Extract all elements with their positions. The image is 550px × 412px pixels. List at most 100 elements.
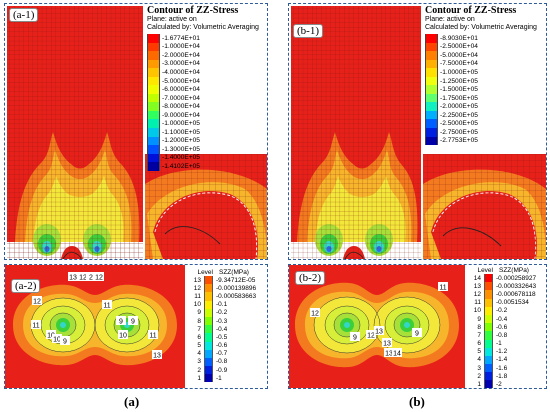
legend-row: -7.5000E+04 (425, 59, 537, 69)
level-value: -0.8 (496, 331, 508, 339)
stress-legend-b1: Contour of ZZ-Stress Plane: active on Ca… (425, 5, 537, 146)
level-value: -1.2 (496, 348, 508, 356)
level-value: -0.9 (216, 366, 228, 374)
panel-b2: (b-2) 12 9 12 13 13 9 13 14 11 Level SZZ(MPa) 14… (288, 264, 547, 389)
contour-label-bg (148, 330, 158, 339)
legend-value: -2.5000E+04 (440, 43, 478, 51)
level-number: 6 (197, 333, 201, 341)
level-number: 12 (473, 290, 481, 298)
legend-swatch (147, 76, 160, 86)
contour-label: 9 (131, 319, 135, 326)
stress-legend-a1: Contour of ZZ-Stress Plane: active on Ca… (147, 5, 259, 171)
legend-value: -8.9030E+01 (440, 34, 478, 42)
contour-label-bg (46, 330, 56, 339)
legend-row: -5.0000E+04 (147, 76, 259, 86)
level-swatch (204, 308, 213, 317)
panel-a1-tag: (a-1) (9, 8, 39, 22)
contour-label-bg (392, 348, 402, 357)
level-value: -9.34712E-05 (216, 276, 256, 284)
level-number: 2 (197, 366, 201, 374)
level-swatch (484, 306, 493, 315)
level-value: -0.000583663 (216, 292, 257, 300)
legend-row: -2.0000E+05 (425, 102, 537, 111)
legend-row: -5.0000E+04 (425, 51, 537, 60)
level-value: -0.2 (496, 307, 508, 315)
level-legend-a2: Level SZZ(MPa) 13 -9.34712E-05 12 -0.000139… (187, 269, 257, 383)
legend-swatch (147, 42, 160, 52)
legend-row: -1.6774E+01 (147, 34, 259, 43)
level-value: -0.3 (216, 317, 228, 325)
contour-label: 9 (119, 319, 123, 326)
contour-label-bg (310, 308, 320, 317)
level-number: 14 (473, 274, 481, 282)
caption-a: (a) (124, 394, 140, 409)
contour-label: 11 (103, 303, 110, 310)
stress-contour-plot-b1 (291, 6, 546, 259)
contour-label: 13 (375, 329, 383, 336)
level-number: 5 (197, 342, 201, 350)
level-swatch (204, 374, 213, 383)
level-row: 12 -0.000678118 (467, 290, 536, 299)
level-value: -1.8 (496, 372, 508, 380)
level-value: -0.5 (216, 333, 228, 341)
legend-row: -1.7500E+05 (425, 93, 537, 103)
level-number: 2 (477, 372, 481, 380)
level-number: 4 (197, 350, 201, 358)
contour-label: 11 (149, 333, 156, 340)
legend-value: -8.0000E+04 (162, 103, 200, 111)
level-swatch (484, 347, 493, 356)
legend-value: -5.0000E+04 (440, 51, 478, 59)
legend-swatch (147, 145, 160, 154)
legend-row: -1.3000E+05 (147, 145, 259, 154)
level-header-b2: Level (477, 267, 493, 274)
caption-b: (b) (409, 394, 425, 409)
legend-subtitle-b1: Plane: active on (425, 16, 475, 23)
level-swatch (484, 282, 493, 291)
contour-label: 13 (153, 353, 161, 360)
level-value: -0.000139896 (216, 284, 257, 292)
legend-swatch (425, 128, 438, 137)
legend-value: -1.1000E+05 (162, 128, 200, 136)
level-value: -0.000258927 (496, 274, 537, 282)
level-row: 7 -0.4 (187, 325, 256, 334)
legend-value: -4.0000E+04 (162, 68, 200, 76)
contour-label: 13 (385, 351, 393, 358)
panel-b1-tag: (b-1) (293, 24, 323, 38)
legend-row: -6.0000E+04 (147, 85, 259, 94)
unit-header-a2: SZZ(MPa) (219, 269, 249, 276)
level-value: -0.0051534 (496, 299, 529, 307)
legend-swatch (147, 153, 160, 163)
level-row: 14 -0.000258927 (467, 274, 537, 283)
legend-title-b1: Contour of ZZ-Stress (425, 5, 517, 16)
level-value: -0.2 (216, 309, 228, 317)
contour-label-bg (116, 316, 126, 325)
level-row: 3 -1.6 (467, 364, 536, 373)
level-number: 4 (477, 356, 481, 364)
level-row: 1 -1 (187, 374, 256, 383)
legend-row: -1.0000E+05 (425, 68, 537, 77)
contour-label: 10 (47, 333, 55, 340)
unit-header-b2: SZZ(MPa) (499, 267, 529, 274)
legend-value: -1.4000E+05 (162, 154, 200, 162)
contour-label-bg (94, 272, 104, 281)
panel-a2-tag: (a-2) (11, 279, 41, 293)
level-value: -0.4 (496, 315, 508, 323)
legend-row: -3.0000E+04 (147, 59, 259, 69)
legend-row: -2.5000E+04 (425, 42, 537, 52)
contour-label-bg (412, 328, 422, 337)
level-number: 1 (197, 374, 201, 382)
legend-swatch (425, 85, 438, 94)
contour-label: 10 (53, 337, 61, 344)
level-value: -2 (496, 381, 502, 389)
legend-swatch (425, 136, 438, 146)
level-value: -0.000332643 (496, 282, 537, 290)
level-row: 10 -0.2 (467, 306, 536, 315)
contour-label-bg (128, 316, 138, 325)
contour-label: 13 (69, 275, 77, 282)
level-swatch (484, 290, 493, 299)
legend-rows-b1: -8.9030E+01 -2.5000E+04 -5.0000E+04 -7.5000… (425, 34, 537, 146)
level-swatch (204, 325, 213, 334)
level-rows-a2: 13 -9.34712E-05 12 -0.000139896 11 -0.0005836… (187, 276, 257, 383)
panel-a2: (a-2) 13 12 2 12 11 10 10 9 11 9 9 10 12 11 13 Level S… (4, 264, 268, 389)
